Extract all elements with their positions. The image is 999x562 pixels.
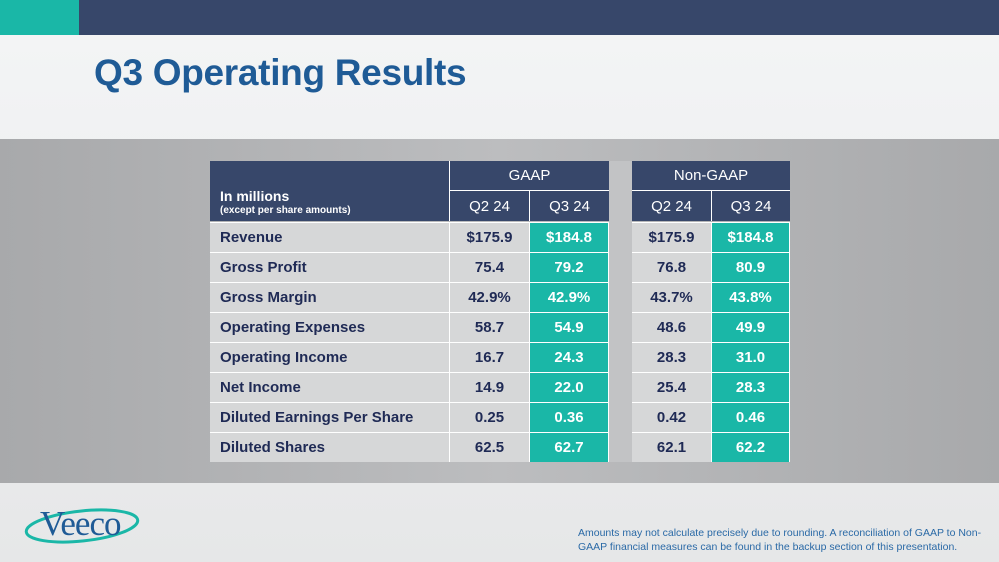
non-gaap-q3-value: $184.8 [712, 222, 790, 252]
row-label: Gross Margin [210, 282, 450, 312]
non-gaap-q2-value: 76.8 [632, 252, 712, 282]
top-accent-bar [0, 0, 79, 35]
gaap-q3-header: Q3 24 [530, 191, 609, 221]
table-row: Operating Income 16.7 24.3 28.3 31.0 [210, 342, 790, 372]
gaap-q2-value: 58.7 [450, 312, 530, 342]
non-gaap-q3-value: 49.9 [712, 312, 790, 342]
gaap-q3-value: 0.36 [530, 402, 609, 432]
gaap-q3-value: 42.9% [530, 282, 609, 312]
row-label: Diluted Shares [210, 432, 450, 462]
non-gaap-q3-value: 0.46 [712, 402, 790, 432]
non-gaap-q3-value: 62.2 [712, 432, 790, 462]
row-label: Gross Profit [210, 252, 450, 282]
logo-swoosh-icon [24, 508, 140, 544]
table-row: Operating Expenses 58.7 54.9 48.6 49.9 [210, 312, 790, 342]
row-label: Revenue [210, 222, 450, 252]
gaap-q2-value: 62.5 [450, 432, 530, 462]
non-gaap-q2-value: $175.9 [632, 222, 712, 252]
gaap-q3-value: $184.8 [530, 222, 609, 252]
non-gaap-q2-value: 62.1 [632, 432, 712, 462]
results-table: In millions (except per share amounts) G… [210, 161, 790, 462]
row-label: Net Income [210, 372, 450, 402]
gaap-q2-value: 42.9% [450, 282, 530, 312]
top-header-bar [79, 0, 999, 35]
non-gaap-q3-value: 43.8% [712, 282, 790, 312]
row-label: Operating Income [210, 342, 450, 372]
gaap-q2-value: 75.4 [450, 252, 530, 282]
table-row: Diluted Earnings Per Share 0.25 0.36 0.4… [210, 402, 790, 432]
logo-wordmark: Veeco [40, 504, 122, 543]
non-gaap-group-header: Non-GAAP [632, 161, 790, 191]
non-gaap-q3-value: 80.9 [712, 252, 790, 282]
footnote: Amounts may not calculate precisely due … [578, 527, 982, 553]
gaap-q2-value: 16.7 [450, 342, 530, 372]
table-row: Gross Margin 42.9% 42.9% 43.7% 43.8% [210, 282, 790, 312]
non-gaap-q2-value: 43.7% [632, 282, 712, 312]
veeco-logo: Veeco [20, 502, 140, 548]
non-gaap-q2-value: 48.6 [632, 312, 712, 342]
table-row: Net Income 14.9 22.0 25.4 28.3 [210, 372, 790, 402]
non-gaap-q2-value: 25.4 [632, 372, 712, 402]
gaap-q3-value: 62.7 [530, 432, 609, 462]
gaap-group-header: GAAP [450, 161, 609, 191]
gaap-q3-value: 24.3 [530, 342, 609, 372]
table-row: Diluted Shares 62.5 62.7 62.1 62.2 [210, 432, 790, 462]
units-label: In millions [220, 188, 290, 204]
non-gaap-q2-header: Q2 24 [632, 191, 712, 221]
table-row: Gross Profit 75.4 79.2 76.8 80.9 [210, 252, 790, 282]
row-label: Operating Expenses [210, 312, 450, 342]
gaap-q2-value: 14.9 [450, 372, 530, 402]
non-gaap-q3-header: Q3 24 [712, 191, 790, 221]
gaap-q2-header: Q2 24 [450, 191, 530, 221]
non-gaap-q2-value: 0.42 [632, 402, 712, 432]
row-label: Diluted Earnings Per Share [210, 402, 450, 432]
gaap-q2-value: 0.25 [450, 402, 530, 432]
gaap-q3-value: 54.9 [530, 312, 609, 342]
slide-title: Q3 Operating Results [94, 52, 467, 93]
units-sublabel: (except per share amounts) [220, 205, 351, 216]
non-gaap-q3-value: 31.0 [712, 342, 790, 372]
non-gaap-q2-value: 28.3 [632, 342, 712, 372]
non-gaap-q3-value: 28.3 [712, 372, 790, 402]
column-gap [609, 161, 632, 462]
table-row: Revenue $175.9 $184.8 $175.9 $184.8 [210, 222, 790, 252]
units-header: In millions (except per share amounts) [210, 161, 450, 221]
gaap-q2-value: $175.9 [450, 222, 530, 252]
gaap-q3-value: 22.0 [530, 372, 609, 402]
gaap-q3-value: 79.2 [530, 252, 609, 282]
